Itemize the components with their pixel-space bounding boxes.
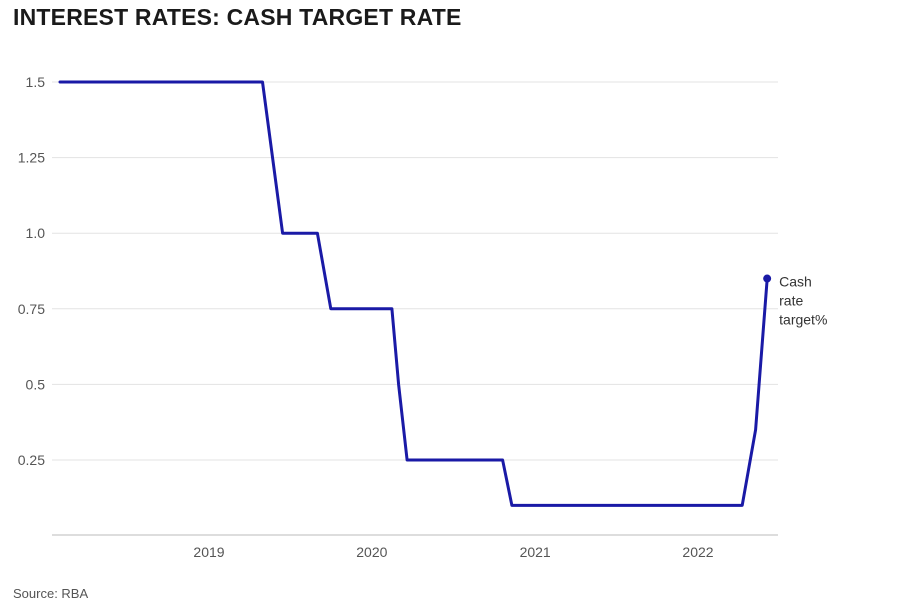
y-tick-label: 1.5: [26, 74, 46, 90]
x-axis-tick-labels: 2019 2020 2021 2022: [193, 544, 713, 560]
y-tick-label: 0.25: [18, 452, 45, 468]
y-tick-label: 1.25: [18, 150, 45, 166]
chart-title: INTEREST RATES: CASH TARGET RATE: [13, 4, 462, 30]
y-tick-label: 0.5: [26, 376, 46, 392]
y-tick-label: 0.75: [18, 301, 45, 317]
series-end-point: [763, 274, 772, 283]
series-group: Cash rate target%: [58, 80, 827, 507]
source-note: Source: RBA: [13, 586, 89, 601]
series-line: [58, 80, 769, 507]
y-axis-tick-labels: 0.25 0.5 0.75 1.0 1.25 1.5: [18, 74, 45, 468]
y-tick-label: 1.0: [26, 225, 46, 241]
gridlines: [52, 81, 778, 461]
x-tick-label: 2020: [356, 544, 387, 560]
x-tick-label: 2021: [520, 544, 551, 560]
x-tick-label: 2022: [682, 544, 713, 560]
series-label: Cash rate target%: [779, 274, 827, 328]
x-tick-label: 2019: [193, 544, 224, 560]
